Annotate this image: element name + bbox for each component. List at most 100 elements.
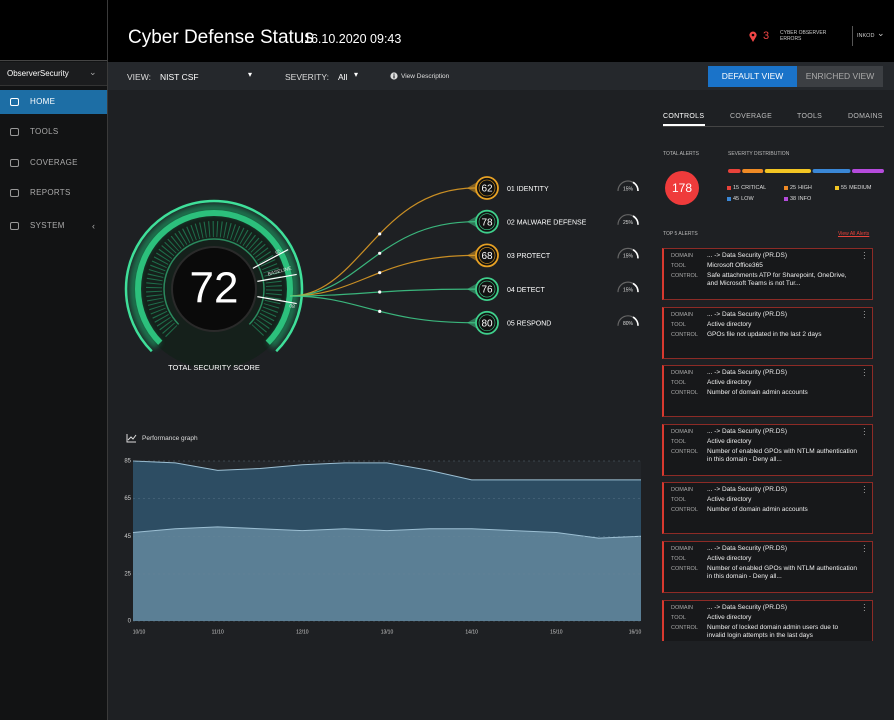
alert-list: DOMAIN ... -> Data Security (PR.DS) TOOL Mi…: [662, 248, 874, 641]
alert-card[interactable]: DOMAIN ... -> Data Security (PR.DS) TOOL Ac…: [662, 306, 873, 359]
node-inner: [478, 247, 496, 264]
field-label: CONTROL: [671, 273, 698, 279]
field-value: Active directory: [707, 613, 752, 621]
y-tick-label: 0: [128, 619, 132, 625]
total-alerts-label: TOTAL ALERTS: [663, 151, 699, 157]
field-label: CONTROL: [671, 507, 698, 514]
x-tick-label: 15/10: [550, 629, 563, 635]
field-value: ... -> Data Security (PR.DS): [707, 545, 788, 552]
severity-label: SEVERITY:: [285, 72, 329, 82]
view-all-link[interactable]: View All Alerts: [838, 231, 870, 237]
kebab-menu[interactable]: · · ·: [863, 541, 866, 556]
x-tick-label: 13/10: [381, 629, 394, 635]
legend-item: 55 MEDIUM: [841, 185, 871, 191]
sidebar-top: [0, 0, 107, 61]
field-value: ... -> Data Security (PR.DS): [707, 603, 788, 611]
node-inner: [478, 280, 496, 298]
legend-swatch: [835, 186, 839, 190]
field-value: ... -> Data Security (PR.DS): [707, 310, 788, 318]
function-score: 76: [481, 285, 493, 296]
view-description[interactable]: View Description: [401, 73, 450, 80]
kebab-menu[interactable]: · · ·: [863, 423, 866, 439]
alert-card[interactable]: DOMAIN ... -> Data Security (PR.DS) TOOL Ac…: [662, 423, 873, 476]
tab[interactable]: CONTROLS: [663, 113, 705, 120]
tab[interactable]: TOOLS: [797, 113, 823, 120]
kebab-menu[interactable]: · · ·: [863, 599, 866, 615]
kebab-menu[interactable]: · · ·: [863, 248, 866, 263]
alert-card[interactable]: DOMAIN ... -> Data Security (PR.DS) TOOL Ac…: [662, 599, 873, 641]
nav-item[interactable]: TOOLS: [0, 120, 107, 144]
field-label: TOOL: [671, 614, 686, 621]
legend-name: HIGH: [798, 185, 812, 191]
legend-count: 55: [841, 185, 848, 191]
severity-value[interactable]: All: [338, 72, 348, 82]
function-name: 04 DETECT: [507, 287, 545, 294]
nav-item[interactable]: COVERAGE: [0, 151, 107, 175]
user-name[interactable]: INKOD: [857, 33, 875, 39]
field-value: Active directory: [707, 496, 752, 504]
errors-count[interactable]: 3: [763, 30, 770, 42]
x-tick-label: 14/10: [465, 629, 478, 635]
field-label: DOMAIN: [671, 253, 693, 259]
field-label: DOMAIN: [671, 370, 693, 377]
tab[interactable]: COVERAGE: [730, 113, 773, 120]
area: [133, 526, 641, 621]
default-view-button[interactable]: DEFAULT VIEW: [708, 66, 797, 87]
tab-underline: [663, 124, 705, 126]
legend-item: 45 LOW: [733, 196, 754, 202]
function-score: 80: [481, 318, 493, 329]
area-line: [132, 526, 642, 539]
gauge-glow: [129, 204, 299, 350]
field-label: CONTROL: [671, 448, 698, 455]
alert-card[interactable]: DOMAIN ... -> Data Security (PR.DS) TOOL Ac…: [662, 365, 873, 418]
y-tick-label: 25: [124, 572, 131, 578]
legend-swatch: [727, 197, 731, 201]
mini-gauge-accent: [632, 282, 639, 293]
kebab-menu[interactable]: · · ·: [863, 482, 866, 498]
nav-item[interactable]: HOME: [0, 90, 107, 114]
function-pct: 15%: [623, 254, 634, 260]
alert-card[interactable]: DOMAIN ... -> Data Security (PR.DS) TOOL Ac…: [662, 541, 873, 593]
kebab-menu[interactable]: · · ·: [863, 365, 866, 381]
y-tick-label: 65: [124, 496, 131, 502]
nav-icon: [10, 222, 19, 230]
severity-bar: [764, 169, 812, 173]
gauge-mark-label: 65: [274, 248, 282, 256]
field-value: Microsoft Office365: [707, 262, 763, 269]
field-label: CONTROL: [671, 566, 698, 572]
enriched-view-button[interactable]: ENRICHED VIEW: [797, 66, 883, 87]
alert-card[interactable]: DOMAIN ... -> Data Security (PR.DS) TOOL Mi…: [662, 248, 873, 300]
field-value: ... -> Data Security (PR.DS): [707, 369, 788, 377]
kebab-menu[interactable]: · · ·: [863, 306, 866, 322]
errors-label: CYBER OBSERVER ERRORS: [780, 30, 827, 42]
x-tick-label: 16/10: [629, 629, 642, 635]
function-name: 05 RESPOND: [507, 321, 551, 328]
connector-dot: [378, 271, 382, 275]
field-label: DOMAIN: [671, 487, 693, 494]
function-pct: 15%: [623, 186, 634, 192]
view-value[interactable]: NIST CSF: [160, 72, 199, 82]
field-label: CONTROL: [671, 624, 698, 631]
field-label: CONTROL: [671, 390, 698, 397]
nav-item[interactable]: SYSTEM ‹: [0, 214, 107, 238]
function-name: 02 MALWARE DEFENSE: [507, 220, 587, 227]
tab[interactable]: DOMAINS: [848, 113, 883, 120]
legend-item: 15 CRITICAL: [733, 185, 766, 191]
legend-name: CRITICAL: [741, 185, 767, 191]
legend-item: 38 INFO: [790, 196, 811, 202]
nav-item[interactable]: REPORTS: [0, 181, 107, 205]
nav-icon: [10, 189, 19, 197]
field-value: Number of locked domain admin users due …: [707, 623, 839, 639]
header: Cyber Defense Status 16.10.2020 09:43 3 …: [108, 0, 894, 62]
field-value: Active directory: [707, 437, 752, 445]
legend-count: 45: [733, 196, 740, 202]
tab-divider: [663, 126, 884, 127]
score-label: TOTAL SECURITY SCORE: [168, 363, 260, 372]
field-value: Active directory: [707, 320, 752, 328]
alert-card[interactable]: DOMAIN ... -> Data Security (PR.DS) TOOL Ac…: [662, 482, 873, 535]
field-value: Number of domain admin accounts: [707, 506, 808, 514]
chevron: ⌄: [89, 67, 97, 77]
mini-gauge-accent: [632, 215, 639, 225]
gauge-outer-arc: [124, 199, 304, 353]
org-select[interactable]: ObserverSecurity ⌄: [0, 62, 107, 86]
